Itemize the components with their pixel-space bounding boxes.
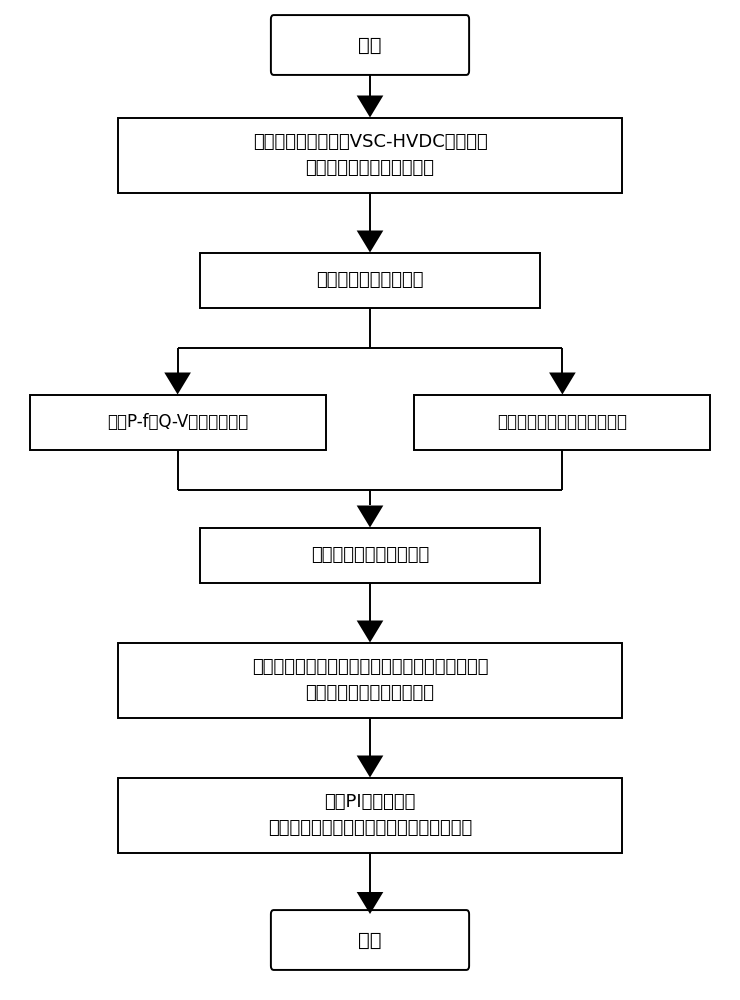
FancyBboxPatch shape [118, 642, 622, 717]
FancyBboxPatch shape [200, 528, 540, 582]
FancyBboxPatch shape [200, 252, 540, 308]
Polygon shape [357, 231, 383, 253]
Text: 开始: 开始 [358, 35, 382, 54]
Text: 设计定直流电压控制器: 设计定直流电压控制器 [316, 271, 424, 289]
FancyBboxPatch shape [271, 15, 469, 75]
Polygon shape [357, 96, 383, 117]
Text: 结束: 结束 [358, 930, 382, 950]
Text: 确定PI控制器参数
按与额定功率比例成反比原则确定下垂系数: 确定PI控制器参数 按与额定功率比例成反比原则确定下垂系数 [268, 793, 472, 837]
Text: 建立单风电场并网的VSC-HVDC系统模型
确定两端换流器的控制方式: 建立单风电场并网的VSC-HVDC系统模型 确定两端换流器的控制方式 [252, 133, 488, 177]
FancyBboxPatch shape [118, 778, 622, 852]
FancyBboxPatch shape [30, 394, 326, 450]
Polygon shape [357, 505, 383, 527]
FancyBboxPatch shape [414, 394, 710, 450]
Polygon shape [164, 372, 191, 395]
Polygon shape [357, 892, 383, 914]
Polygon shape [357, 620, 383, 643]
FancyBboxPatch shape [118, 117, 622, 192]
Polygon shape [357, 756, 383, 778]
Polygon shape [549, 372, 576, 395]
Text: 设计电压电流双闭环控制策略: 设计电压电流双闭环控制策略 [497, 413, 628, 431]
Text: 建立送端交流分散模式下的风电多端并网结构模型
确定各端换流器的控制方式: 建立送端交流分散模式下的风电多端并网结构模型 确定各端换流器的控制方式 [252, 658, 488, 702]
Text: 设计交流电压下垂控制器: 设计交流电压下垂控制器 [311, 546, 429, 564]
FancyBboxPatch shape [271, 910, 469, 970]
Text: 设计P-f、Q-V下垂控制策略: 设计P-f、Q-V下垂控制策略 [107, 413, 248, 431]
